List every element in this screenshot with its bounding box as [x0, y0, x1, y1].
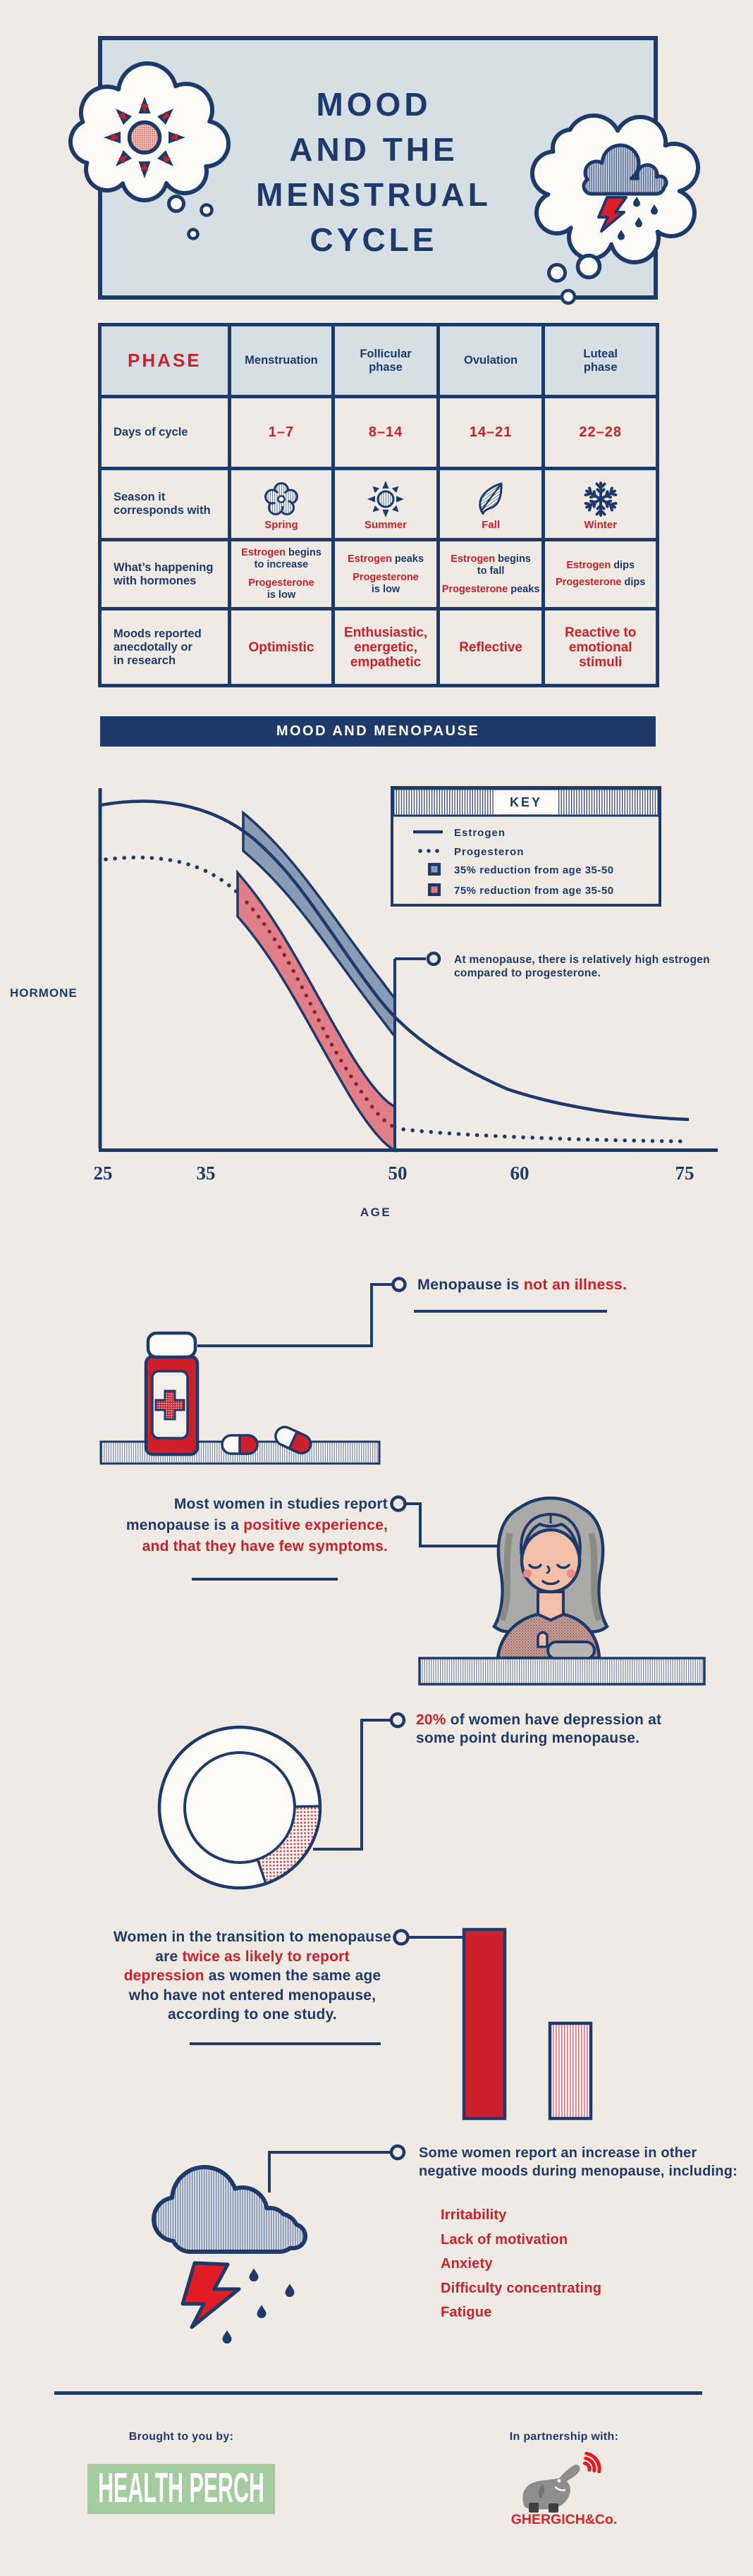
svg-text:35% reduction from age 35-50: 35% reduction from age 35-50 — [454, 864, 614, 876]
svg-text:75: 75 — [675, 1163, 694, 1184]
svg-text:35: 35 — [197, 1163, 216, 1184]
svg-text:50: 50 — [388, 1163, 408, 1184]
svg-text:AGE: AGE — [360, 1206, 391, 1219]
svg-text:Progesteron: Progesteron — [454, 846, 524, 858]
svg-text:60: 60 — [510, 1163, 529, 1184]
svg-text:At menopause, there is relativ: At menopause, there is relatively high e… — [454, 954, 710, 966]
svg-text:HORMONE: HORMONE — [10, 986, 78, 1000]
svg-text:Estrogen: Estrogen — [454, 827, 506, 839]
svg-text:compared to progesterone.: compared to progesterone. — [454, 967, 601, 979]
svg-text:25: 25 — [94, 1163, 113, 1184]
svg-text:KEY: KEY — [510, 795, 542, 809]
svg-text:75% reduction from age 35-50: 75% reduction from age 35-50 — [454, 885, 614, 897]
